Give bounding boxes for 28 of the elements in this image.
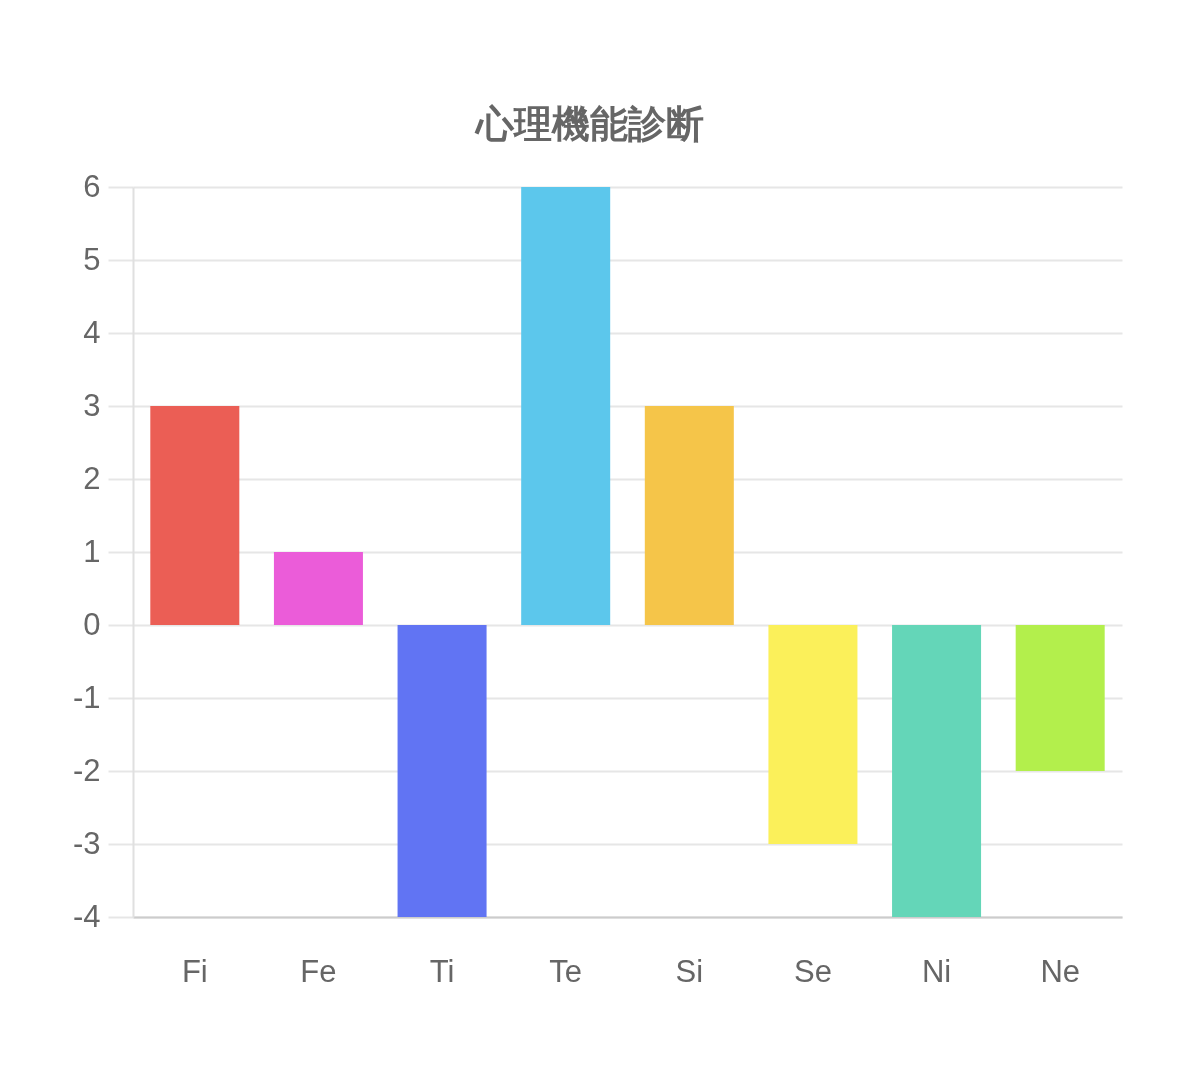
- y-tick-label: 1: [83, 533, 101, 569]
- y-tick-label: 0: [83, 606, 101, 642]
- bar: [644, 406, 734, 625]
- x-tick-label: Te: [549, 953, 583, 989]
- y-tick-label: 4: [83, 314, 101, 350]
- x-tick-label: Ti: [429, 953, 455, 989]
- bar: [397, 625, 487, 917]
- x-tick-label: Se: [793, 953, 832, 989]
- x-tick-label: Ne: [1040, 953, 1081, 989]
- y-tick-label: -3: [72, 825, 101, 861]
- y-tick-label: -2: [72, 752, 101, 788]
- bar: [768, 625, 858, 844]
- y-tick-label: 5: [83, 241, 101, 277]
- x-tick-label: Fi: [181, 953, 208, 989]
- bar: [150, 406, 240, 625]
- y-tick-label: -4: [72, 898, 101, 934]
- y-tick-label: 3: [83, 387, 101, 423]
- x-tick-label: Ni: [921, 953, 952, 989]
- bar: [521, 187, 611, 625]
- y-tick-label: 2: [83, 460, 101, 496]
- bar: [892, 625, 982, 917]
- x-tick-label: Fe: [300, 953, 337, 989]
- bar: [1015, 625, 1105, 771]
- bar: [273, 552, 363, 625]
- x-tick-label: Si: [675, 953, 704, 989]
- y-tick-label: 6: [83, 168, 101, 204]
- y-tick-label: -1: [72, 679, 101, 715]
- chart-title: 心理機能診断: [473, 103, 704, 145]
